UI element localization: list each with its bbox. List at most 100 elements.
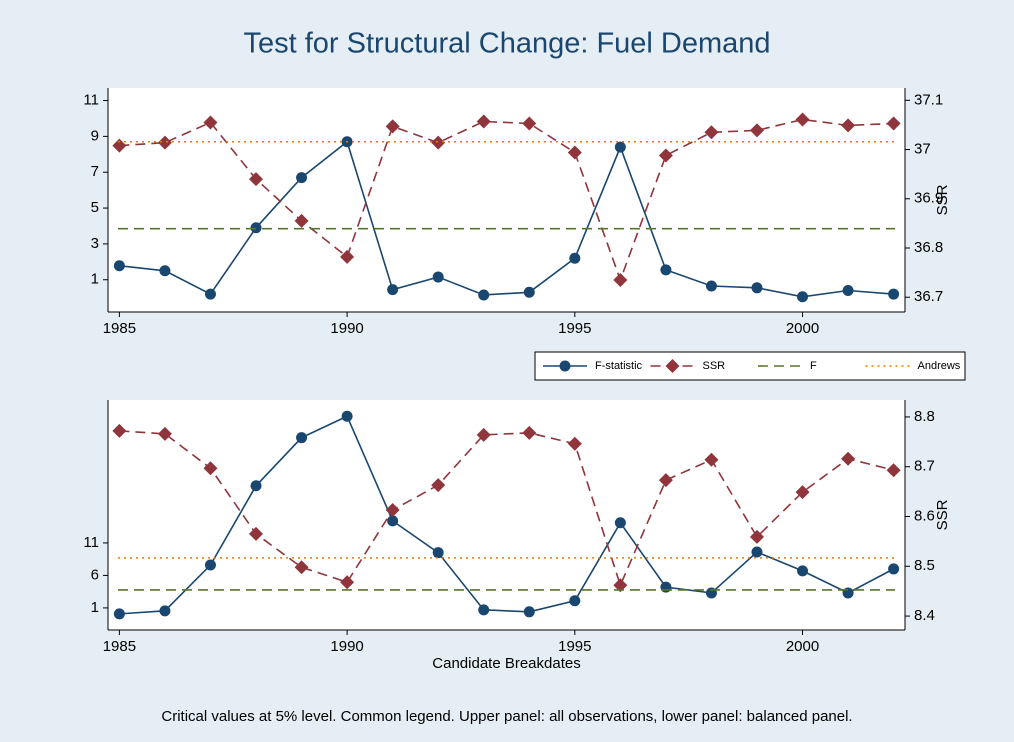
data-point bbox=[250, 480, 262, 492]
data-point bbox=[476, 114, 491, 129]
data-point bbox=[385, 503, 400, 518]
y2-tick-label: 37 bbox=[914, 141, 931, 158]
legend-label: SSR bbox=[703, 360, 726, 372]
data-point bbox=[294, 560, 309, 575]
data-point bbox=[569, 252, 581, 264]
data-point bbox=[751, 546, 763, 558]
data-point bbox=[613, 273, 628, 287]
data-point bbox=[387, 284, 399, 296]
x-tick-label: 1995 bbox=[558, 638, 591, 655]
y2-tick-label: 36.8 bbox=[914, 239, 943, 256]
legend-label: F bbox=[810, 360, 817, 372]
legend-marker bbox=[559, 360, 571, 372]
data-point bbox=[522, 116, 537, 131]
y2-tick-label: 36.9 bbox=[914, 190, 943, 207]
data-point bbox=[523, 606, 535, 618]
legend bbox=[534, 351, 966, 381]
data-point bbox=[385, 119, 400, 134]
data-point bbox=[795, 112, 810, 127]
series-line bbox=[119, 140, 894, 298]
x-tick-label: 1985 bbox=[103, 320, 136, 337]
data-point bbox=[203, 461, 218, 476]
data-point bbox=[797, 565, 809, 577]
data-point bbox=[296, 172, 308, 184]
data-point bbox=[751, 282, 763, 294]
data-point bbox=[842, 284, 854, 296]
data-point bbox=[478, 289, 490, 301]
y-tick-label: 11 bbox=[83, 534, 99, 551]
data-point bbox=[567, 436, 582, 451]
y-tick-label: 3 bbox=[91, 235, 99, 252]
y2-tick-label: 8.4 bbox=[914, 607, 935, 624]
data-point bbox=[704, 452, 719, 467]
data-point bbox=[204, 559, 216, 571]
y-tick-label: 11 bbox=[83, 92, 99, 109]
data-point bbox=[841, 451, 856, 466]
x-tick-label: 1990 bbox=[330, 320, 363, 337]
data-point bbox=[569, 595, 581, 607]
data-point bbox=[749, 123, 764, 138]
y2-tick-label: 37.1 bbox=[914, 91, 943, 108]
x-tick-label: 1985 bbox=[103, 638, 136, 655]
data-point bbox=[113, 608, 125, 620]
y2-tick-label: 36.7 bbox=[914, 288, 943, 305]
data-point bbox=[340, 249, 355, 264]
y-tick-label: 5 bbox=[91, 199, 99, 216]
legend-label: F-statistic bbox=[595, 360, 643, 372]
data-point bbox=[112, 138, 127, 153]
data-point bbox=[340, 575, 355, 590]
y-tick-label: 7 bbox=[91, 163, 99, 180]
data-point bbox=[113, 260, 125, 272]
x-axis-title: Candidate Breakdates bbox=[432, 655, 580, 672]
y-tick-label: 9 bbox=[91, 127, 99, 144]
data-point bbox=[432, 271, 444, 283]
data-point bbox=[250, 222, 262, 234]
data-point bbox=[613, 578, 628, 593]
data-point bbox=[567, 145, 582, 160]
data-point bbox=[888, 288, 900, 300]
legend-marker bbox=[665, 359, 680, 373]
data-point bbox=[886, 116, 901, 131]
data-point bbox=[660, 581, 672, 593]
data-point bbox=[204, 288, 216, 300]
data-point bbox=[749, 529, 764, 544]
y2-tick-label: 8.8 bbox=[914, 408, 935, 425]
series-line bbox=[119, 118, 894, 283]
y2-axis-title: SSR bbox=[934, 184, 951, 215]
series-line bbox=[119, 415, 894, 615]
data-point bbox=[660, 264, 672, 276]
chart-title: Test for Structural Change: Fuel Demand bbox=[243, 28, 770, 60]
data-point bbox=[203, 115, 218, 130]
data-point bbox=[431, 135, 446, 150]
data-point bbox=[431, 478, 446, 493]
data-point bbox=[341, 410, 353, 422]
plot-area bbox=[108, 88, 905, 312]
data-point bbox=[159, 265, 171, 277]
data-point bbox=[387, 515, 399, 527]
y-tick-label: 1 bbox=[91, 599, 99, 616]
data-point bbox=[159, 605, 171, 617]
x-tick-label: 1995 bbox=[558, 320, 591, 337]
data-point bbox=[157, 135, 172, 150]
x-tick-label: 2000 bbox=[786, 638, 819, 655]
y2-axis-title: SSR bbox=[934, 499, 951, 530]
data-point bbox=[614, 141, 626, 153]
data-point bbox=[522, 425, 537, 440]
data-point bbox=[523, 286, 535, 298]
data-point bbox=[614, 517, 626, 529]
data-point bbox=[249, 526, 264, 541]
data-point bbox=[795, 485, 810, 500]
data-point bbox=[797, 291, 809, 303]
data-point bbox=[841, 118, 856, 133]
data-point bbox=[249, 172, 264, 187]
y2-tick-label: 8.6 bbox=[914, 507, 935, 524]
x-tick-label: 1990 bbox=[330, 638, 363, 655]
data-point bbox=[478, 604, 490, 616]
x-tick-label: 2000 bbox=[786, 320, 819, 337]
y-tick-label: 6 bbox=[91, 566, 99, 583]
y-tick-label: 1 bbox=[91, 271, 99, 288]
data-point bbox=[157, 426, 172, 441]
note: Critical values at 5% level. Common lege… bbox=[161, 708, 852, 725]
data-point bbox=[296, 432, 308, 444]
